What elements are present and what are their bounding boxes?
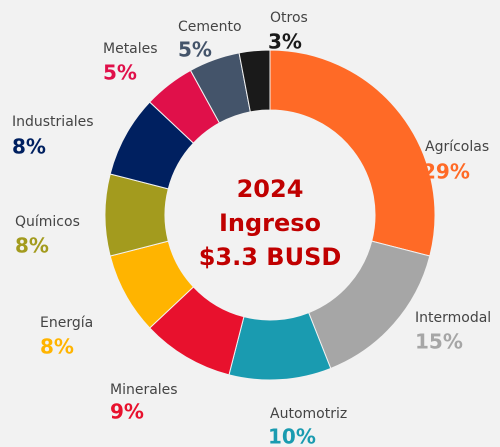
value-label: 5%	[178, 38, 212, 62]
center-text: Ingreso	[219, 209, 321, 237]
value-label: 8%	[40, 335, 74, 359]
category-label: Cemento	[178, 19, 242, 35]
slice	[238, 49, 271, 113]
category-label: Energía	[40, 315, 93, 331]
category-label: Otros	[270, 10, 308, 26]
value-label: 9%	[110, 400, 144, 424]
category-label: Minerales	[110, 382, 178, 398]
value-label: 3%	[268, 30, 302, 54]
slice	[269, 49, 436, 257]
value-label: 10%	[268, 425, 316, 447]
value-label: 8%	[12, 135, 46, 159]
value-label: 5%	[103, 61, 137, 85]
category-label: Agrícolas	[425, 139, 489, 155]
category-label: Automotriz	[270, 406, 347, 422]
category-label: Metales	[103, 41, 158, 57]
center-text: 2024	[237, 175, 304, 203]
category-label: Industriales	[12, 114, 94, 130]
category-label: Intermodal	[415, 310, 491, 326]
center-text: $3.3 BUSD	[199, 243, 342, 271]
value-label: 29%	[422, 160, 470, 184]
value-label: 15%	[415, 330, 463, 354]
category-label: Químicos	[15, 214, 80, 230]
value-label: 8%	[15, 234, 49, 258]
